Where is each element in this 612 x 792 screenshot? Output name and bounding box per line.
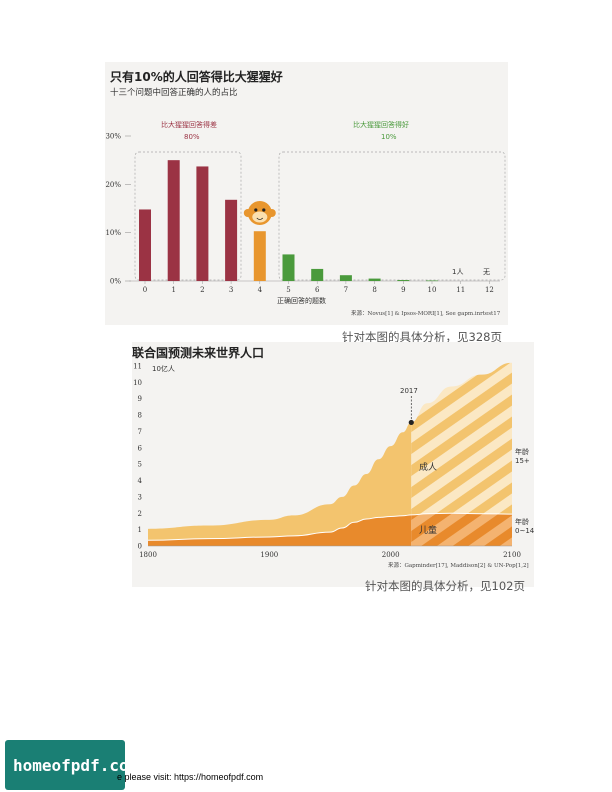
note-11: 1人 bbox=[452, 268, 464, 276]
gorilla-eye-left bbox=[254, 208, 258, 212]
bar-1 bbox=[167, 160, 180, 281]
y-tick-label: 30% bbox=[105, 133, 121, 141]
x-tick-label: 7 bbox=[344, 286, 348, 294]
chart1-plot: 0%10%20%30%0 1 2 3 4 5 6 7 8 9 10 11 12 bbox=[105, 133, 506, 294]
bar-0 bbox=[139, 209, 151, 281]
y-tick-label: 7 bbox=[138, 428, 142, 436]
chart2-caption: 针对本图的具体分析，见102页 bbox=[365, 579, 525, 593]
x-tick-label: 2000 bbox=[382, 551, 400, 559]
bar-9 bbox=[397, 280, 410, 281]
site-logo-text: homeofpdf.com bbox=[13, 756, 139, 775]
x-tick-label: 12 bbox=[485, 286, 494, 294]
x-tick-label: 6 bbox=[315, 286, 320, 294]
gorilla-mouth bbox=[256, 217, 264, 220]
bar-4 bbox=[253, 231, 266, 281]
y-tick-label: 11 bbox=[133, 363, 142, 371]
x-tick-label: 11 bbox=[456, 286, 465, 294]
chart2-title: 联合国预测未来世界人口 bbox=[132, 346, 265, 360]
gorilla-eye-right bbox=[262, 208, 266, 212]
y-tick-label: 0 bbox=[138, 543, 142, 551]
area-adults-projection bbox=[411, 362, 512, 515]
chart1-panel: 只有10%的人回答得比大猩猩好 十三个问题中回答正确的人的占比 比大猩猩回答得差… bbox=[105, 62, 508, 325]
x-tick-label: 4 bbox=[258, 286, 263, 294]
bar-10 bbox=[426, 280, 438, 282]
chart1-subtitle: 十三个问题中回答正确的人的占比 bbox=[110, 88, 238, 98]
group-high-value: 10% bbox=[381, 133, 397, 141]
children-boundary-line bbox=[147, 512, 513, 541]
bar-3 bbox=[225, 199, 238, 281]
y-tick-label: 1 bbox=[138, 526, 142, 534]
chart1-source: 来源：Novus[1] & Ipsos-MORI[1], See gapm.in… bbox=[351, 311, 501, 317]
y-tick-label: 2 bbox=[138, 510, 142, 518]
x-tick-label: 10 bbox=[428, 286, 437, 294]
group-low-label: 比大猩猩回答得差 bbox=[161, 121, 217, 129]
x-tick-label: 1900 bbox=[260, 551, 278, 559]
right-label-children-1: 年龄 bbox=[515, 518, 529, 526]
chart2-plot: 0 1 2 3 4 5 6 7 8 9 10 11 1800 1900 2000 2100 bbox=[133, 362, 521, 560]
y-tick-label: 0% bbox=[110, 278, 121, 286]
gorilla-icon bbox=[243, 201, 276, 225]
bar-5 bbox=[282, 254, 295, 281]
bar-2 bbox=[196, 166, 209, 281]
y-tick-label: 6 bbox=[138, 444, 143, 452]
x-tick-label: 1 bbox=[171, 286, 175, 294]
y-tick-label: 10% bbox=[105, 229, 121, 237]
x-tick-label: 9 bbox=[401, 286, 405, 294]
area-children-projection bbox=[411, 513, 512, 546]
adults-label: 成人 bbox=[419, 463, 438, 473]
y-tick-label: 8 bbox=[138, 412, 142, 420]
chart1-caption: 针对本图的具体分析，见328页 bbox=[342, 330, 502, 344]
note-12: 无 bbox=[483, 268, 490, 276]
x-tick-label: 0 bbox=[143, 286, 147, 294]
right-label-children-2: 0~14 bbox=[515, 527, 535, 535]
site-logo-badge[interactable]: homeofpdf.com bbox=[5, 740, 138, 790]
bar-8 bbox=[368, 278, 381, 281]
bar-6 bbox=[311, 268, 324, 281]
y-tick-label: 3 bbox=[138, 493, 142, 501]
gorilla-muzzle bbox=[252, 211, 268, 223]
right-label-adults-2: 15+ bbox=[515, 457, 530, 465]
area-adults-historic bbox=[148, 422, 412, 541]
x-tick-label: 1800 bbox=[139, 551, 157, 559]
y-tick-label: 4 bbox=[138, 477, 143, 485]
x-tick-label: 2100 bbox=[503, 551, 521, 559]
x-tick-label: 3 bbox=[229, 286, 233, 294]
x-tick-label: 2 bbox=[200, 286, 204, 294]
y-tick-label: 5 bbox=[138, 461, 142, 469]
chart2-source: 来源：Gapminder[17], Maddison[2] & UN-Pop[1… bbox=[388, 563, 529, 569]
chart2-panel: 联合国预测未来世界人口 0 1 2 3 4 5 6 7 8 9 10 11 1800 1900 2000 21… bbox=[132, 342, 534, 587]
marker-dot bbox=[408, 419, 414, 426]
x-tick-label: 8 bbox=[372, 286, 376, 294]
chart1-title: 只有10%的人回答得比大猩猩好 bbox=[110, 70, 283, 84]
x-tick-label: 5 bbox=[286, 286, 290, 294]
chart1-xlabel: 正确回答的题数 bbox=[277, 297, 326, 305]
y-tick-label: 9 bbox=[138, 395, 142, 403]
y-tick-label: 10 bbox=[133, 379, 142, 387]
group-low-value: 80% bbox=[184, 133, 200, 141]
bar-7 bbox=[339, 275, 352, 281]
group-high-box bbox=[278, 151, 506, 281]
children-label: 儿童 bbox=[419, 526, 438, 536]
chart2-unit-label: 10亿人 bbox=[152, 365, 175, 373]
group-high-label: 比大猩猩回答得好 bbox=[353, 121, 409, 129]
footer-link-text[interactable]: e please visit: https://homeofpdf.com bbox=[117, 772, 264, 782]
marker-year-label: 2017 bbox=[400, 387, 418, 395]
group-low-box bbox=[134, 151, 242, 281]
y-tick-label: 20% bbox=[105, 181, 121, 189]
area-children-historic bbox=[148, 514, 412, 546]
right-label-adults-1: 年龄 bbox=[515, 448, 529, 456]
